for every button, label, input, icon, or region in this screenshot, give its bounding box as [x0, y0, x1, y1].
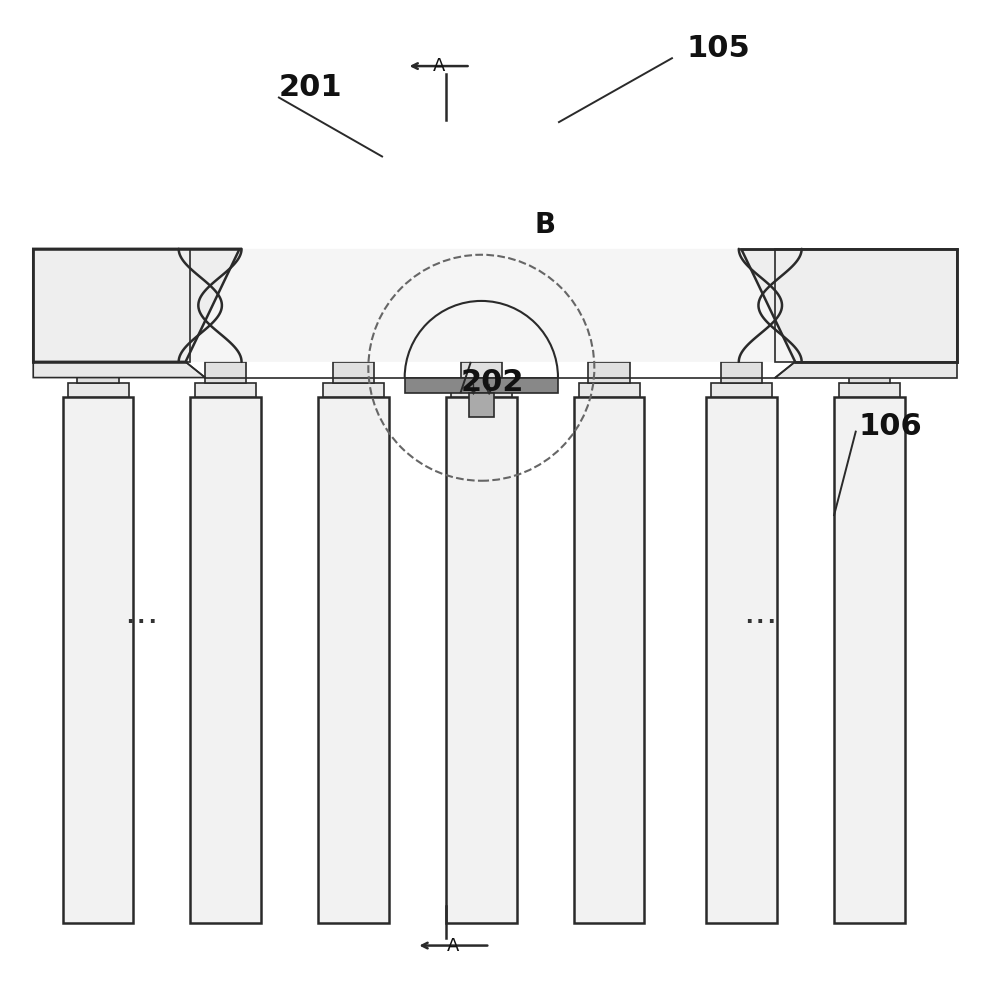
Bar — [68, 384, 129, 397]
Text: ...: ... — [124, 597, 159, 630]
Bar — [33, 249, 190, 362]
Polygon shape — [33, 362, 205, 378]
Text: 105: 105 — [687, 34, 750, 62]
Bar — [323, 384, 384, 397]
Bar — [839, 384, 900, 397]
Text: A: A — [447, 936, 459, 954]
Text: ...: ... — [743, 597, 778, 630]
Polygon shape — [33, 249, 240, 362]
Polygon shape — [775, 362, 957, 378]
Bar — [190, 397, 261, 923]
Bar — [318, 397, 389, 923]
Bar — [451, 384, 512, 397]
Bar — [706, 397, 777, 923]
Text: 106: 106 — [859, 412, 922, 441]
Bar — [333, 362, 374, 384]
Bar — [195, 384, 256, 397]
Bar — [834, 397, 905, 923]
Polygon shape — [186, 249, 795, 362]
Bar — [469, 393, 494, 417]
Text: 201: 201 — [279, 73, 343, 102]
Bar — [711, 384, 772, 397]
Bar — [849, 362, 890, 384]
Bar — [574, 397, 644, 923]
Bar — [721, 362, 762, 384]
Bar — [588, 362, 630, 384]
Bar — [405, 378, 558, 393]
Bar — [461, 362, 502, 384]
Text: A: A — [433, 57, 445, 75]
Bar — [77, 362, 119, 384]
Bar — [446, 397, 517, 923]
Text: 202: 202 — [461, 368, 524, 397]
Bar — [63, 397, 133, 923]
Text: B: B — [534, 211, 556, 239]
Bar — [205, 362, 246, 384]
Polygon shape — [741, 249, 957, 362]
Bar — [775, 249, 957, 362]
Bar — [579, 384, 640, 397]
